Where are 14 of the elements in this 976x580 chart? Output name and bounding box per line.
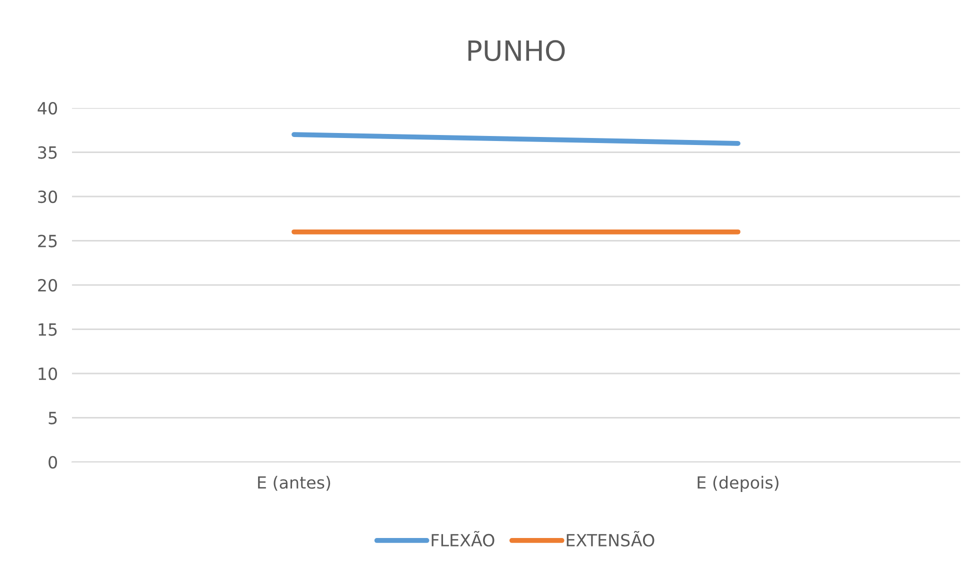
y-tick-label: 30 [38, 190, 58, 204]
y-tick-label: 25 [38, 234, 57, 248]
y-tick-label: 40 [38, 102, 58, 115]
chart-title: PUNHO [468, 40, 565, 62]
y-tick-label: 10 [38, 367, 58, 380]
y-tick-label: 20 [38, 278, 58, 292]
y-tick-label: 15 [38, 323, 57, 336]
y-tick-label: 0 [48, 456, 58, 469]
x-tick-label: E (antes) [258, 476, 330, 491]
legend-label: EXTENSÃO [566, 530, 654, 547]
y-tick-label: 35 [38, 146, 57, 159]
y-tick-label: 5 [48, 412, 57, 424]
x-tick-label: E (depois) [698, 476, 778, 492]
legend-label: FLEXÃO [432, 530, 494, 547]
